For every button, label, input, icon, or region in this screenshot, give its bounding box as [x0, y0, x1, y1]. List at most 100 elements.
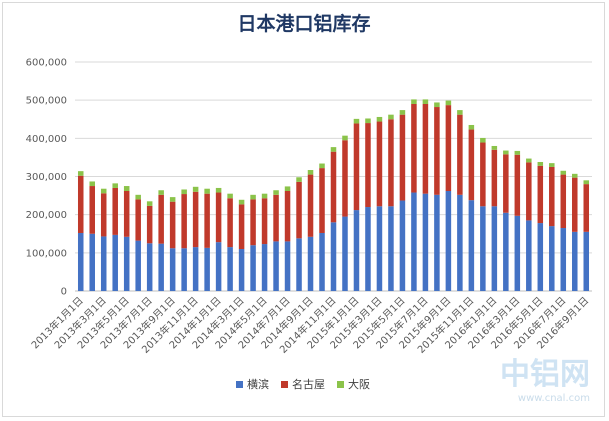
bar-segment: [307, 174, 314, 237]
watermark: 中铝网 www.cnal.com: [500, 357, 590, 404]
bar-segment: [468, 129, 475, 201]
bar-segment: [261, 198, 268, 245]
bar-segment: [307, 236, 314, 291]
bar-segment: [284, 186, 291, 192]
bar-segment: [238, 204, 245, 250]
bar-segment: [549, 163, 555, 167]
bar-segment: [158, 190, 164, 195]
bar-segment: [123, 236, 130, 291]
bar-segment: [296, 181, 302, 239]
bar-segment: [457, 114, 463, 195]
bar-segment: [146, 243, 153, 291]
bar-segment: [135, 240, 141, 291]
bar-segment: [411, 103, 417, 193]
bar-segment: [572, 173, 578, 178]
bar-segment: [215, 242, 222, 291]
bar-segment: [480, 137, 486, 143]
bar-segment: [169, 248, 176, 291]
bar-segment: [526, 162, 532, 221]
bar-segment: [112, 234, 118, 291]
bar-segment: [549, 166, 555, 227]
bar-segment: [445, 105, 452, 192]
bar-segment: [250, 194, 256, 200]
bar-segment: [261, 244, 268, 291]
bar-segment: [526, 158, 532, 163]
chart-title: 日本港口铝库存: [237, 12, 370, 35]
bar-segment: [572, 231, 578, 291]
y-tick-label: 0: [61, 287, 67, 298]
bar-segment: [319, 163, 325, 169]
bar-segment: [284, 191, 291, 242]
bar-segment: [273, 190, 279, 195]
bar-segment: [330, 147, 337, 152]
bar-segment: [89, 233, 95, 291]
bar-segment: [434, 194, 440, 291]
bar-segment: [411, 99, 417, 104]
bar-segment: [388, 206, 394, 291]
bar-segment: [480, 206, 486, 291]
bar-segment: [330, 222, 337, 291]
bar-segment: [503, 150, 509, 155]
bar-segment: [284, 241, 291, 291]
bar-segment: [445, 100, 452, 106]
bar-segment: [560, 170, 567, 175]
y-tick-label: 500,000: [26, 96, 67, 107]
bar-segment: [376, 206, 383, 291]
bar-segment: [89, 181, 95, 187]
bar-segment: [227, 198, 233, 248]
bar-segment: [491, 145, 498, 150]
bar-segment: [215, 187, 222, 193]
bar-segment: [123, 191, 130, 237]
bar-segment: [181, 194, 187, 249]
bar-segment: [376, 121, 383, 207]
bar-segment: [537, 165, 544, 224]
bar-segment: [227, 247, 233, 291]
bar-segment: [572, 177, 578, 232]
bar-segment: [457, 110, 463, 115]
bar-segment: [319, 232, 325, 291]
bar-segment: [215, 192, 222, 243]
legend-swatch: [236, 381, 243, 388]
bar-segment: [457, 194, 463, 291]
y-tick-label: 100,000: [26, 248, 67, 259]
legend: 横滨 名古屋 大阪: [236, 377, 370, 391]
y-tick-label: 400,000: [26, 134, 67, 145]
bar-segment: [537, 223, 544, 291]
bar-segment: [388, 114, 394, 120]
bar-segment: [204, 193, 210, 248]
bar-segment: [342, 216, 348, 291]
bar-segment: [273, 241, 279, 291]
bar-segment: [411, 192, 417, 291]
bar-segment: [503, 154, 509, 213]
bar-segment: [376, 116, 383, 122]
bar-segment: [353, 118, 360, 124]
bar-segment: [445, 191, 452, 291]
bar-segment: [77, 232, 84, 291]
bar-segment: [514, 154, 521, 216]
bar-segment: [307, 170, 314, 175]
bar-segment: [365, 118, 371, 124]
y-tick-label: 600,000: [26, 58, 67, 69]
bar-segment: [537, 161, 544, 166]
bar-segment: [480, 142, 486, 207]
bar-segment: [560, 228, 567, 291]
bar-segment: [146, 205, 153, 244]
y-tick-label: 200,000: [26, 210, 67, 221]
bar-segment: [273, 194, 279, 242]
bar-segment: [112, 187, 118, 235]
bar-segment: [399, 200, 406, 291]
legend-label: 名古屋: [292, 377, 325, 391]
bar-segment: [169, 197, 176, 202]
watermark-logo-text: 中铝网: [500, 357, 590, 392]
bar-segment: [204, 247, 210, 291]
bar-segment: [342, 135, 348, 141]
legend-label: 横滨: [247, 377, 269, 391]
bar-segment: [227, 193, 233, 199]
bar-segment: [353, 123, 360, 211]
bar-segment: [353, 210, 360, 291]
bar-segment: [204, 188, 210, 194]
bar-segment: [422, 193, 429, 291]
bar-segment: [526, 220, 532, 291]
bar-segment: [238, 199, 245, 205]
bar-segment: [422, 99, 429, 104]
